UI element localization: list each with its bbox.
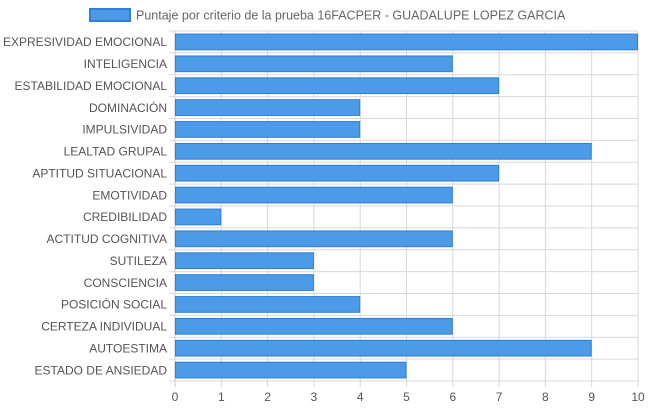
legend-label: Puntaje por criterio de la prueba 16FACP… <box>136 9 566 23</box>
category-label: LEALTAD GRUPAL <box>64 145 168 159</box>
x-tick-label: 9 <box>588 390 595 404</box>
category-label: DOMINACIÓN <box>89 100 167 115</box>
bar <box>175 208 222 226</box>
category-label: EXPRESIVIDAD EMOCIONAL <box>3 35 167 49</box>
category-label: CERTEZA INDIVIDUAL <box>41 320 167 334</box>
category-label: CONSCIENCIA <box>84 276 167 290</box>
bar <box>175 296 361 313</box>
category-label: IMPULSIVIDAD <box>82 123 167 137</box>
category-label: EMOTIVIDAD <box>92 188 167 202</box>
bar <box>175 164 500 182</box>
category-label: CREDIBILIDAD <box>83 210 167 224</box>
x-tick-label: 6 <box>449 390 456 404</box>
x-tick-label: 5 <box>403 390 410 404</box>
category-label: APTITUD SITUACIONAL <box>32 166 167 180</box>
bar <box>175 252 314 270</box>
category-label: ESTADO DE ANSIEDAD <box>35 363 168 377</box>
x-tick-label: 3 <box>311 390 318 404</box>
category-label: ACTITUD COGNITIVA <box>47 232 167 246</box>
x-tick-label: 7 <box>496 390 503 404</box>
bar <box>175 142 592 160</box>
bar <box>175 99 361 116</box>
bar <box>175 317 453 335</box>
bar <box>175 33 638 51</box>
bar <box>175 186 453 204</box>
x-tick-label: 10 <box>631 390 645 404</box>
bar <box>175 274 314 291</box>
category-label: SUTILEZA <box>110 254 167 268</box>
bar <box>175 339 592 357</box>
x-tick-label: 1 <box>218 390 225 404</box>
bar <box>175 77 500 95</box>
legend-swatch <box>89 8 131 22</box>
bar <box>175 121 361 138</box>
x-tick-label: 4 <box>357 390 364 404</box>
x-tick-label: 2 <box>264 390 271 404</box>
x-tick-label: 8 <box>542 390 549 404</box>
bar <box>175 230 453 248</box>
bar <box>175 55 453 73</box>
category-label: INTELIGENCIA <box>84 57 167 71</box>
x-tick-label: 0 <box>172 390 179 404</box>
bar <box>175 361 407 379</box>
category-label: AUTOESTIMA <box>89 341 167 355</box>
category-label: ESTABILIDAD EMOCIONAL <box>15 79 168 93</box>
category-label: POSICIÓN SOCIAL <box>61 297 167 312</box>
